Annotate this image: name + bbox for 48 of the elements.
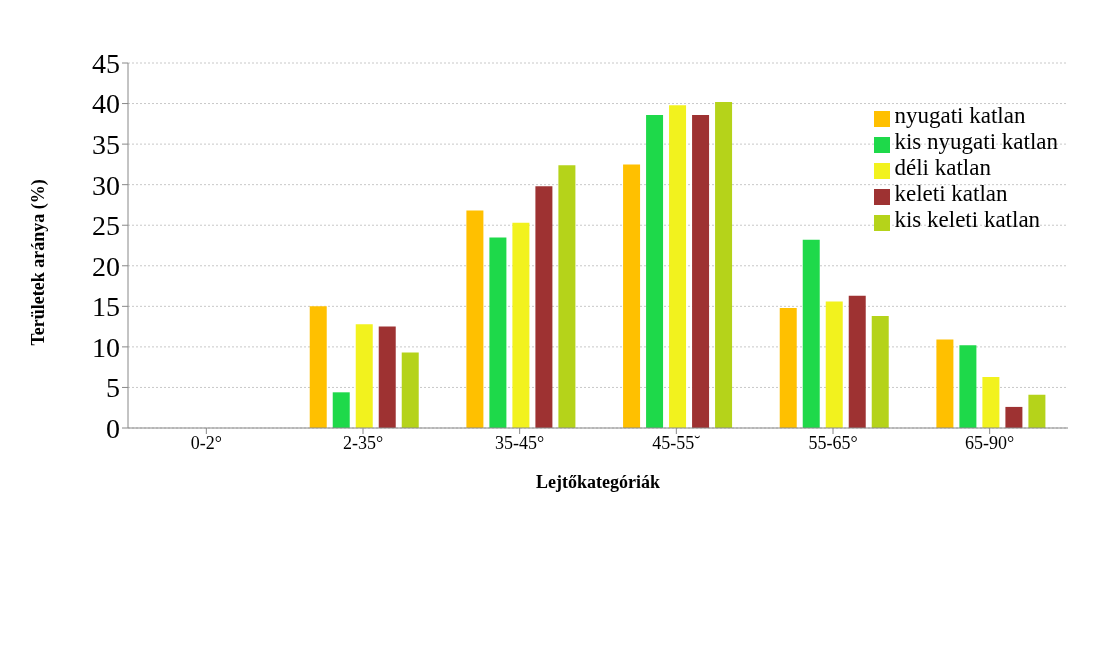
bar (825, 301, 843, 428)
x-tick-label: 35-45° (495, 432, 545, 453)
bar (692, 114, 710, 428)
bar (535, 186, 553, 428)
legend-label: kis keleti katlan (894, 207, 1041, 232)
bar (401, 352, 419, 428)
x-tick-label: 2-35° (342, 432, 384, 453)
bar (558, 165, 576, 428)
bar (1028, 394, 1046, 428)
legend-label: kis nyugati katlan (894, 129, 1058, 154)
x-axis-title: Lejtőkategóriák (536, 472, 660, 492)
bar (802, 239, 820, 428)
x-tick-label: 0-2° (190, 432, 222, 453)
bar (623, 164, 641, 428)
y-tick-label: 10 (92, 331, 120, 363)
bar (512, 222, 530, 428)
bar (378, 326, 396, 428)
legend-label: nyugati katlan (894, 103, 1026, 128)
bar (355, 324, 373, 428)
x-tick-label: 45-55˘ (652, 432, 701, 453)
bar (779, 307, 797, 428)
legend-label: déli katlan (894, 155, 991, 180)
bar (309, 306, 327, 428)
bar (715, 101, 733, 428)
y-tick-label: 20 (92, 250, 120, 282)
y-tick-label: 30 (92, 169, 120, 201)
bar (848, 295, 866, 428)
bar (936, 339, 954, 428)
x-tick-label: 55-65° (808, 432, 858, 453)
y-tick-label: 25 (92, 210, 120, 242)
bar (669, 105, 687, 428)
bar (332, 392, 350, 428)
legend-label: keleti katlan (894, 181, 1008, 206)
x-tick-label: 65-90° (965, 432, 1015, 453)
y-axis-title: Területek aránya (%) (28, 179, 50, 346)
bar (982, 376, 1000, 428)
bar (1005, 406, 1023, 428)
bar (489, 237, 507, 428)
y-tick-label: 45 (92, 47, 120, 79)
bar (646, 114, 664, 428)
y-tick-label: 35 (92, 129, 120, 161)
y-tick-label: 15 (92, 291, 120, 323)
bar (466, 210, 484, 428)
bar (871, 316, 889, 428)
bar (959, 345, 977, 428)
y-tick-label: 0 (106, 412, 120, 444)
y-tick-label: 40 (92, 88, 120, 120)
y-tick-label: 5 (106, 372, 120, 404)
